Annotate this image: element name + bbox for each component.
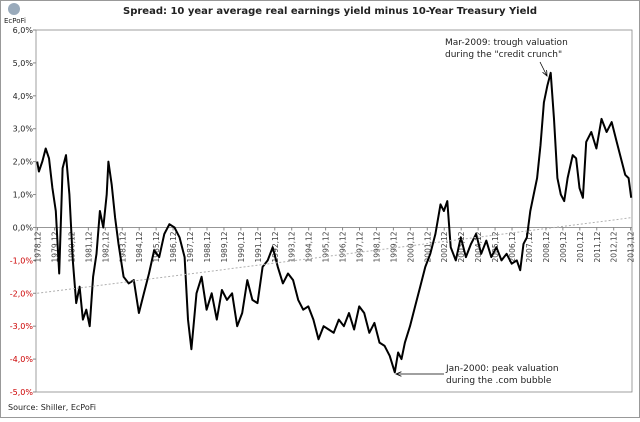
x-tick-label: 2008,12	[542, 231, 551, 262]
x-tick-label: 1991,12	[254, 231, 263, 262]
x-tick-label: 1996,12	[339, 231, 348, 262]
x-tick-label: 1999,12	[389, 231, 398, 262]
x-tick-label: 1993,12	[288, 231, 297, 262]
annotation: during the .com bubble	[446, 376, 552, 386]
x-tick-label: 1984,12	[135, 231, 144, 262]
x-tick-label: 1979,12	[50, 231, 59, 262]
x-tick-label: 1985,12	[152, 231, 161, 262]
x-tick-label: 2002,12	[440, 231, 449, 262]
y-tick-label: -5,0%	[10, 388, 34, 397]
x-tick-label: 2011,12	[593, 231, 602, 262]
x-tick-label: 2012,12	[610, 231, 619, 262]
logo: EcPoFi	[4, 17, 26, 25]
x-tick-label: 1988,12	[203, 231, 212, 262]
x-tick-label: 1990,12	[237, 231, 246, 262]
logo-icon	[8, 3, 20, 15]
x-tick-label: 2013,12	[627, 231, 636, 262]
annotation: Mar-2009: trough valuation	[445, 38, 568, 48]
x-tick-label: 2010,12	[576, 231, 585, 262]
y-tick-label: 4,0%	[13, 92, 34, 101]
x-tick-label: 1998,12	[372, 231, 381, 262]
x-tick-label: 1983,12	[118, 231, 127, 262]
x-tick-label: 2000,12	[406, 231, 415, 262]
plot-frame	[35, 29, 633, 393]
y-tick-label: -4,0%	[10, 355, 34, 364]
y-tick-label: -1,0%	[10, 256, 34, 265]
y-tick-label: -3,0%	[10, 322, 34, 331]
y-tick-label: 0,0%	[13, 223, 34, 232]
y-tick-label: 3,0%	[13, 125, 34, 134]
annotation-arrow	[539, 61, 547, 76]
series-line	[36, 71, 633, 374]
y-tick-label: 2,0%	[13, 158, 34, 167]
x-tick-label: 2007,12	[525, 231, 534, 262]
chart-title: Spread: 10 year average real earnings yi…	[123, 6, 537, 17]
x-tick-label: 1995,12	[322, 231, 331, 262]
x-tick-label: 1987,12	[186, 231, 195, 262]
x-tick-label: 1997,12	[356, 231, 365, 262]
y-tick-label: 6,0%	[13, 26, 34, 35]
y-tick-label: 5,0%	[13, 59, 34, 68]
y-tick-label: 1,0%	[13, 191, 34, 200]
y-tick-label: -2,0%	[10, 289, 34, 298]
x-tick-label: 1982,12	[101, 231, 110, 262]
x-tick-label: 1981,12	[84, 231, 93, 262]
x-tick-label: 1994,12	[305, 231, 314, 262]
annotation: during the "credit crunch"	[445, 50, 562, 60]
source: Source: Shiller, EcPoFi	[8, 403, 96, 412]
x-tick-label: 2001,12	[423, 231, 432, 262]
annotation: Jan-2000: peak valuation	[445, 364, 559, 374]
x-tick-label: 1978,12	[34, 231, 43, 262]
x-tick-label: 2006,12	[508, 231, 517, 262]
x-tick-label: 1989,12	[220, 231, 229, 262]
x-tick-label: 1986,12	[169, 231, 178, 262]
x-tick-label: 1992,12	[271, 231, 280, 262]
x-tick-label: 2003,12	[457, 231, 466, 262]
x-tick-label: 2009,12	[559, 231, 568, 262]
